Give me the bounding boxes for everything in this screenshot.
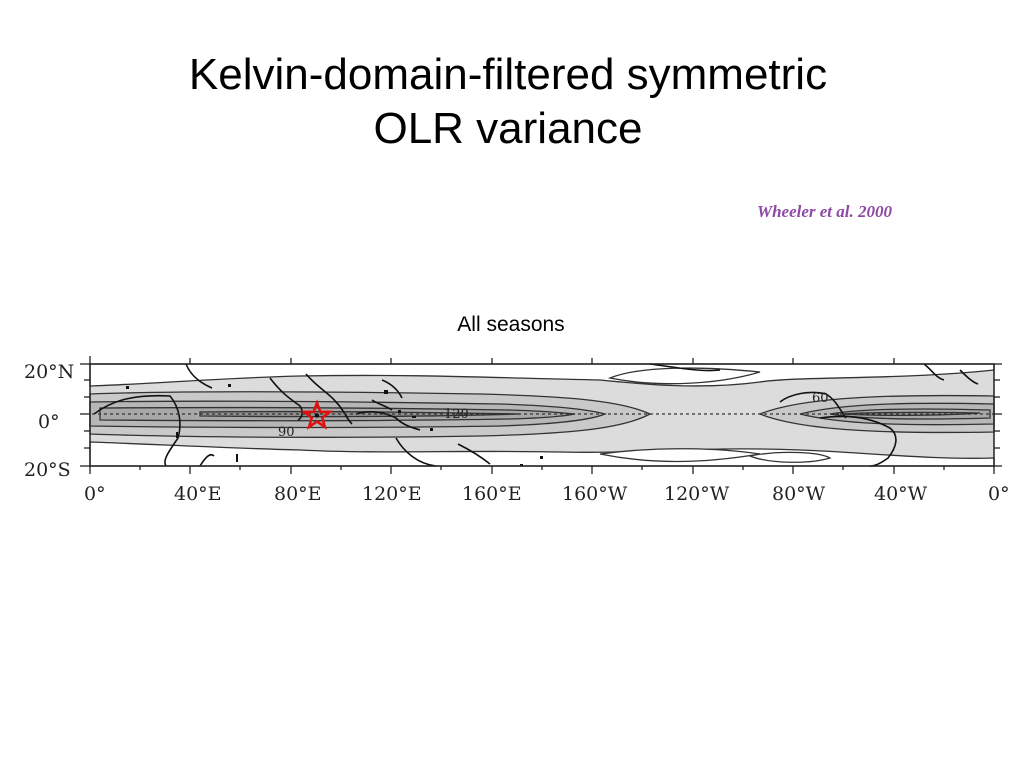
olr-variance-map: 20°N 0° 20°S 0° 40°E 80°E 120°E 160°E 16… [0,340,1024,525]
lon-label-40w: 40°W [874,483,928,505]
lon-label-0: 0° [84,483,106,505]
lon-label-120w: 120°W [664,483,730,505]
lon-label-160w: 160°W [562,483,628,505]
contour-label-60: 60 [812,391,829,406]
lon-ticks [89,356,995,474]
islands [126,384,543,466]
slide-title: Kelvin-domain-filtered symmetric OLR var… [0,48,1016,156]
contour-label-90: 90 [278,425,295,440]
contour-label-120: 120 [444,407,469,422]
citation: Wheeler et al. 2000 [756,202,892,221]
lon-label-80w: 80°W [772,483,826,505]
lon-label-40e: 40°E [174,483,222,505]
lat-ticks [80,363,1002,467]
coastlines [93,363,979,467]
title-line-2: OLR variance [373,104,643,153]
lat-label-0: 0° [38,411,60,433]
lon-label-160e: 160°E [462,483,522,505]
lat-label-20n: 20°N [24,361,74,383]
lat-label-20s: 20°S [24,459,71,481]
title-line-1: Kelvin-domain-filtered symmetric [188,50,828,99]
lon-label-80e: 80°E [274,483,322,505]
lon-label-0-right: 0° [988,483,1010,505]
low-variance-regions [89,363,995,467]
star-icon [300,399,334,430]
lon-label-120e: 120°E [362,483,422,505]
map-svg: 20°N 0° 20°S 0° 40°E 80°E 120°E 160°E 16… [24,356,1010,505]
figure-subtitle: All seasons [457,313,565,336]
